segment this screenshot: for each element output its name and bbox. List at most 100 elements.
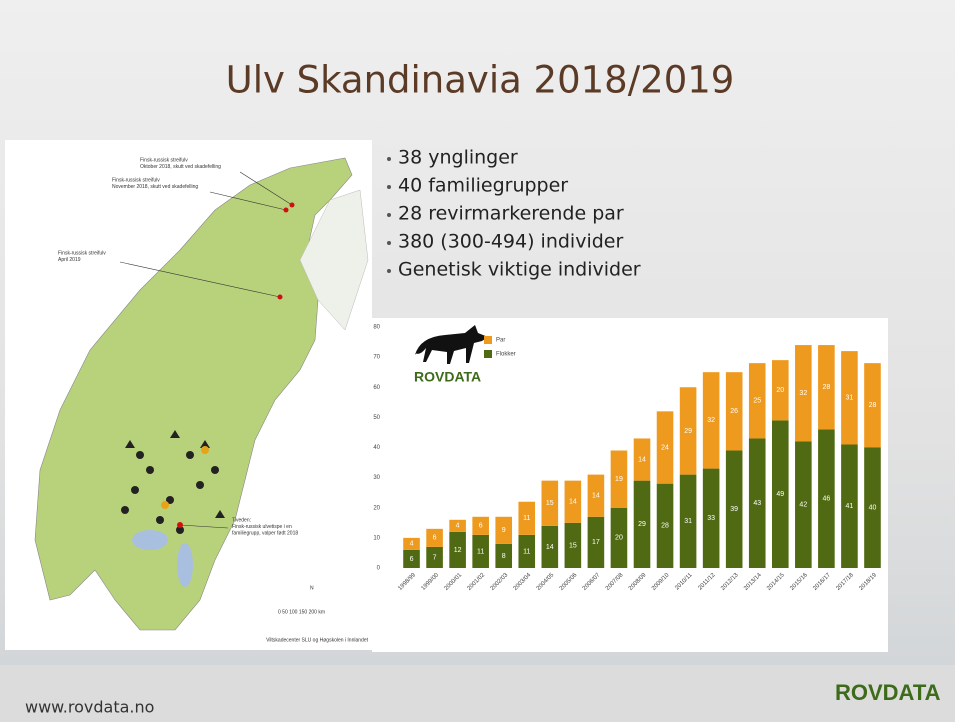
value-label: 31 — [684, 518, 692, 525]
bullet-text: Genetisk viktige individer — [398, 259, 641, 281]
value-label: 15 — [569, 542, 577, 549]
value-label: 24 — [661, 444, 669, 451]
value-label: 8 — [502, 553, 506, 560]
map-annotation: Finsk-russisk ulvetispe i en — [232, 524, 292, 530]
value-label: 9 — [502, 527, 506, 534]
value-label: 28 — [661, 523, 669, 530]
value-label: 32 — [707, 417, 715, 424]
red-dot — [177, 522, 183, 528]
slide-title: Ulv Skandinavia 2018/2019 — [226, 59, 735, 102]
legend-swatch — [484, 336, 492, 344]
bullet-text: 40 familiegrupper — [398, 175, 568, 197]
chart-logo: ROVDATA — [414, 369, 481, 385]
value-label: 11 — [477, 548, 484, 555]
lake — [177, 543, 193, 587]
obs-dot — [186, 451, 194, 459]
value-label: 20 — [615, 535, 623, 542]
map-annotation: Finsk-russisk streifulv — [140, 157, 188, 163]
value-label: 25 — [753, 398, 761, 405]
map-annotation: Tiveden: — [232, 517, 251, 523]
value-label: 42 — [799, 502, 807, 509]
obs-dot-orange — [201, 446, 209, 454]
bullet-text: 380 (300-494) individer — [398, 231, 623, 253]
value-label: 15 — [546, 500, 554, 507]
scale-bar: 0 50 100 150 200 km — [278, 609, 325, 615]
obs-dot — [211, 466, 219, 474]
footer-url: www.rovdata.no — [25, 698, 154, 717]
value-label: 40 — [869, 505, 877, 512]
value-label: 20 — [776, 387, 784, 394]
red-dot — [278, 295, 283, 300]
page: Ulv Skandinavia { "title": "Ulv Skandina… — [0, 0, 955, 722]
legend-label: Flokker — [496, 352, 516, 358]
obs-dot — [156, 516, 164, 524]
bullet-dot — [387, 241, 391, 245]
y-tick-label: 20 — [373, 505, 380, 511]
y-tick-label: 10 — [373, 535, 380, 541]
y-tick-label: 80 — [373, 325, 380, 331]
body: Ulv Skandinavia 2018/2019 N 0 50 1 — [0, 0, 955, 722]
obs-dot-orange — [161, 501, 169, 509]
value-label: 14 — [546, 544, 554, 551]
value-label: 31 — [846, 395, 854, 402]
red-dot — [284, 208, 289, 213]
bullet-text: 38 ynglinger — [398, 147, 518, 169]
value-label: 11 — [523, 515, 530, 522]
bullet-dot — [387, 157, 391, 161]
value-label: 14 — [569, 499, 577, 506]
legend-swatch — [484, 350, 492, 358]
value-label: 14 — [638, 456, 646, 463]
value-label: 12 — [454, 547, 462, 554]
slide: Ulv Skandinavia 2018/2019 N 0 50 1 — [0, 0, 955, 722]
value-label: 49 — [776, 491, 784, 498]
value-label: 4 — [410, 541, 414, 548]
obs-dot — [146, 466, 154, 474]
value-label: 17 — [592, 539, 600, 546]
obs-dot — [121, 506, 129, 514]
map-credit: Viltskadecenter SLU og Høgskolen i Innla… — [266, 637, 369, 643]
bullet-dot — [387, 185, 391, 189]
value-label: 14 — [592, 493, 600, 500]
map-annotation: Finsk-russisk streifulv — [112, 177, 160, 183]
map-annotation: Finsk-russisk streifulv — [58, 250, 106, 256]
value-label: 32 — [799, 390, 807, 397]
value-label: 7 — [433, 554, 437, 561]
value-label: 4 — [456, 523, 460, 530]
value-label: 41 — [846, 503, 854, 510]
obs-dot — [136, 451, 144, 459]
value-label: 26 — [730, 408, 738, 415]
bullet-text: 28 revirmarkerende par — [398, 203, 624, 225]
y-tick-label: 40 — [373, 445, 380, 451]
map-annotation: November 2018, skutt ved skadefelling — [112, 184, 198, 190]
obs-dot — [196, 481, 204, 489]
value-label: 39 — [730, 506, 738, 513]
value-label: 6 — [479, 523, 483, 530]
y-tick-label: 30 — [373, 475, 380, 481]
value-label: 28 — [869, 402, 877, 409]
y-tick-label: 60 — [373, 385, 380, 391]
y-tick-label: 50 — [373, 415, 380, 421]
bullet-dot — [387, 269, 391, 273]
value-label: 19 — [615, 476, 623, 483]
map-annotation: familiegrupp, valper født 2018 — [232, 530, 298, 536]
value-label: 6 — [433, 535, 437, 542]
map-panel: N 0 50 100 150 200 km Viltskadecenter SL… — [5, 140, 372, 650]
legend-label: Par — [496, 338, 505, 344]
red-dot — [290, 203, 295, 208]
value-label: 28 — [822, 384, 830, 391]
value-label: 43 — [753, 500, 761, 507]
value-label: 46 — [822, 496, 830, 503]
value-label: 11 — [523, 548, 530, 555]
value-label: 6 — [410, 556, 414, 563]
map-annotation: Oktober 2018, skutt ved skadefelling — [140, 164, 221, 170]
bullet-dot — [387, 213, 391, 217]
y-tick-label: 70 — [373, 355, 380, 361]
value-label: 29 — [638, 521, 646, 528]
value-label: 29 — [684, 428, 692, 435]
value-label: 33 — [707, 515, 715, 522]
footer-logo: ROVDATA — [835, 680, 941, 705]
north-arrow: N — [310, 585, 314, 591]
lake — [132, 530, 168, 550]
obs-dot — [131, 486, 139, 494]
map-annotation: April 2019 — [58, 257, 81, 263]
